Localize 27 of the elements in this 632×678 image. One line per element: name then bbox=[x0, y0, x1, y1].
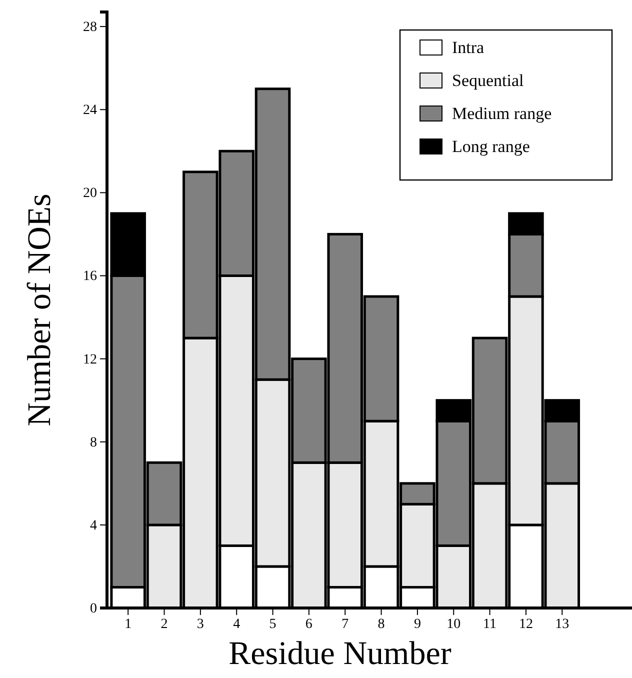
x-tick-label: 13 bbox=[555, 616, 570, 632]
legend-label: Medium range bbox=[452, 104, 552, 123]
x-axis-title: Residue Number bbox=[228, 636, 452, 672]
y-tick-label: 0 bbox=[90, 601, 97, 616]
legend-label: Long range bbox=[452, 137, 530, 156]
y-tick-label: 12 bbox=[83, 352, 97, 368]
x-tick-label: 8 bbox=[378, 616, 385, 632]
x-tick-label: 5 bbox=[269, 616, 276, 632]
x-tick-label: 4 bbox=[233, 616, 240, 632]
y-tick-label: 24 bbox=[83, 103, 97, 118]
x-tick-label: 9 bbox=[414, 616, 421, 632]
y-axis-title: Number of NOEs bbox=[22, 194, 58, 426]
y-tick-label: 20 bbox=[83, 186, 97, 202]
x-tick-label: 2 bbox=[160, 616, 168, 632]
x-tick-label: 11 bbox=[483, 616, 497, 632]
x-tick-label: 6 bbox=[305, 616, 312, 632]
y-tick-label: 16 bbox=[83, 269, 97, 284]
y-tick-label: 8 bbox=[90, 435, 97, 450]
x-tick-label: 10 bbox=[446, 616, 461, 632]
y-tick-label: 4 bbox=[90, 518, 97, 534]
x-tick-label: 1 bbox=[124, 616, 132, 632]
legend-label: Intra bbox=[452, 38, 485, 57]
y-tick-label: 28 bbox=[83, 20, 97, 36]
x-tick-label: 7 bbox=[342, 616, 349, 632]
x-tick-label: 3 bbox=[196, 616, 204, 632]
legend-label: Sequential bbox=[452, 71, 524, 90]
x-tick-label: 12 bbox=[518, 616, 533, 632]
